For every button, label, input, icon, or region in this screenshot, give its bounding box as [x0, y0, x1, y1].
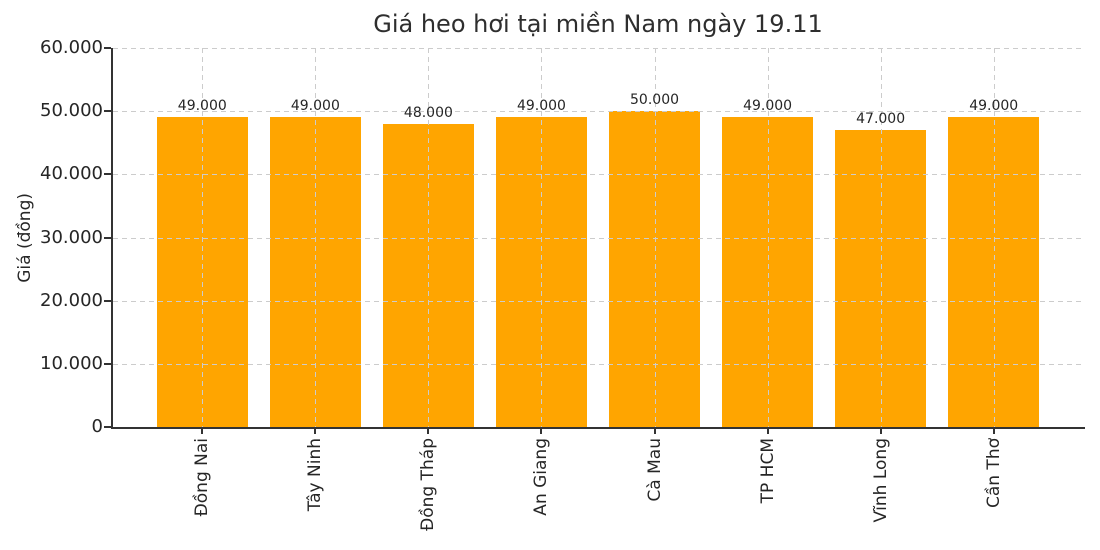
bar-value-label: 49.000: [177, 98, 227, 115]
x-tick-mark: [653, 429, 656, 434]
v-gridline: [767, 48, 769, 427]
v-gridline: [880, 48, 882, 427]
x-tick-mark: [540, 429, 543, 434]
x-tick-label-text: Đồng Nai: [192, 438, 213, 517]
y-tick-label: 0: [91, 416, 103, 437]
x-tick-label: Đồng Tháp: [415, 438, 441, 531]
v-gridline: [541, 48, 543, 427]
x-tick-label-text: Tây Ninh: [305, 438, 326, 512]
x-tick-label: Cần Thơ: [981, 438, 1007, 508]
x-tick-label-text: TP HCM: [757, 438, 778, 504]
y-tick-mark: [104, 47, 111, 49]
v-gridline: [428, 48, 430, 427]
bar-value-label: 48.000: [403, 104, 453, 121]
y-tick-mark: [104, 362, 111, 365]
h-gridline: [113, 363, 1083, 365]
x-tick-mark: [314, 429, 317, 434]
y-tick-mark: [104, 173, 111, 176]
y-tick-label: 60.000: [40, 37, 103, 58]
bar-value-label: 49.000: [743, 98, 793, 115]
x-tick-label: TP HCM: [755, 438, 781, 503]
x-tick-mark: [879, 429, 882, 434]
bar-value-label: 49.000: [516, 98, 566, 115]
x-tick-mark: [427, 429, 430, 434]
h-gridline: [113, 174, 1083, 176]
chart-title: Giá heo hơi tại miền Nam ngày 19.11: [373, 10, 823, 38]
x-tick-label: An Giang: [528, 438, 554, 516]
x-axis-spine: [111, 427, 1085, 429]
v-gridline: [202, 48, 204, 427]
y-axis-spine: [111, 48, 113, 429]
v-gridline: [654, 48, 656, 427]
h-gridline: [113, 48, 1083, 49]
v-gridline: [315, 48, 317, 427]
x-tick-mark: [766, 429, 769, 434]
y-tick-label: 30.000: [40, 226, 103, 248]
v-gridline: [993, 48, 995, 427]
y-tick-label: 40.000: [40, 163, 103, 185]
bar-value-label: 50.000: [630, 92, 680, 109]
y-tick-label: 10.000: [40, 352, 103, 374]
y-tick-label: 20.000: [40, 289, 103, 311]
bar-value-label: 47.000: [856, 111, 906, 128]
x-tick-label-text: Cần Thơ: [983, 438, 1004, 509]
x-tick-mark: [201, 429, 204, 434]
h-gridline: [113, 111, 1083, 113]
y-tick-mark: [104, 426, 111, 428]
h-gridline: [113, 237, 1083, 239]
x-tick-label: Cà Mau: [642, 438, 668, 502]
x-tick-label-text: Đồng Tháp: [418, 438, 439, 531]
x-tick-label-text: An Giang: [531, 438, 552, 516]
x-tick-mark: [992, 429, 995, 434]
y-tick-mark: [104, 236, 111, 239]
y-tick-label: 50.000: [40, 100, 103, 122]
x-tick-label: Tây Ninh: [302, 438, 328, 511]
bar: [948, 117, 1039, 427]
bar-value-label: 49.000: [969, 98, 1019, 115]
x-tick-label-text: Cà Mau: [644, 438, 665, 502]
bar: [722, 117, 813, 427]
x-tick-label: Đồng Nai: [189, 438, 215, 516]
h-gridline: [113, 300, 1083, 302]
x-tick-label: Vĩnh Long: [868, 438, 894, 522]
y-tick-mark: [104, 299, 111, 302]
x-tick-label-text: Vĩnh Long: [870, 438, 891, 523]
y-tick-mark: [104, 110, 111, 113]
plot-area: 49.000 49.000 48.000 49.000 50.000 49.000 47.0…: [113, 48, 1083, 427]
bar-value-label: 49.000: [290, 98, 340, 115]
